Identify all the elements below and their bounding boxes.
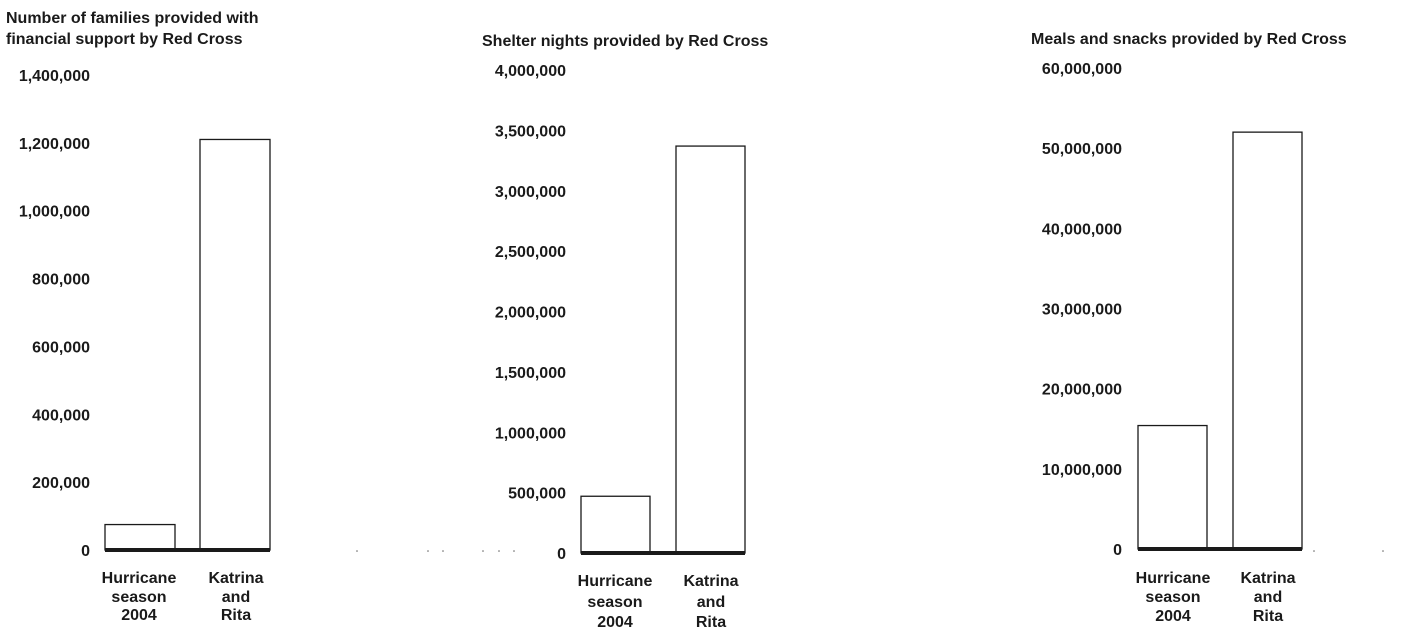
y-tick-label: 4,000,000 — [495, 63, 566, 80]
y-tick-label: 50,000,000 — [1042, 141, 1122, 158]
y-tick-label: 1,000,000 — [495, 425, 566, 442]
x-category-label: 2004 — [597, 614, 633, 631]
x-category-label: Katrina — [208, 570, 263, 587]
x-category-label: Katrina — [1240, 570, 1295, 587]
y-tick-label: 10,000,000 — [1042, 462, 1122, 479]
y-tick-label: 800,000 — [32, 272, 90, 289]
x-category-label: Rita — [221, 607, 251, 624]
y-tick-label: 500,000 — [508, 486, 566, 503]
chart-title-line: Shelter nights provided by Red Cross — [482, 33, 768, 50]
x-category-label: and — [1254, 589, 1282, 606]
y-tick-label: 30,000,000 — [1042, 302, 1122, 319]
x-category-label: and — [222, 589, 250, 606]
x-category-label: 2004 — [121, 607, 157, 624]
y-tick-label: 0 — [557, 546, 566, 563]
bar — [104, 523, 176, 551]
y-tick-label: 0 — [1113, 542, 1122, 559]
y-tick-label: 60,000,000 — [1042, 61, 1122, 78]
y-tick-label: 1,200,000 — [19, 136, 90, 153]
y-tick-label: 2,000,000 — [495, 305, 566, 322]
decorative-dots — [356, 550, 1384, 552]
chart-title-line: Meals and snacks provided by Red Cross — [1031, 31, 1347, 48]
y-tick-label: 1,400,000 — [19, 68, 90, 85]
chart-families-financial-support: Number of families provided with financia… — [6, 10, 271, 624]
y-tick-label: 1,500,000 — [495, 365, 566, 382]
bar — [1232, 131, 1303, 550]
y-tick-label: 0 — [81, 543, 90, 560]
chart-meals-and-snacks: Meals and snacks provided by Red Cross 0 1… — [1031, 31, 1347, 625]
y-tick-label: 3,000,000 — [495, 184, 566, 201]
x-category-label: season — [111, 589, 166, 606]
y-tick-label: 40,000,000 — [1042, 221, 1122, 238]
chart-shelter-nights: Shelter nights provided by Red Cross 0 500… — [482, 33, 768, 631]
y-tick-label: 2,500,000 — [495, 244, 566, 261]
bar — [580, 495, 651, 554]
x-category-label: Hurricane — [578, 573, 653, 590]
y-tick-label: 3,500,000 — [495, 123, 566, 140]
x-category-label: Rita — [696, 614, 726, 631]
x-category-label: season — [587, 594, 642, 611]
y-tick-label: 20,000,000 — [1042, 382, 1122, 399]
y-tick-label: 400,000 — [32, 407, 90, 424]
x-category-label: 2004 — [1155, 608, 1191, 625]
x-category-label: Hurricane — [1136, 570, 1211, 587]
x-category-label: Hurricane — [102, 570, 177, 587]
y-tick-label: 600,000 — [32, 339, 90, 356]
y-tick-label: 200,000 — [32, 475, 90, 492]
bar — [199, 138, 271, 551]
y-tick-label: 1,000,000 — [19, 204, 90, 221]
x-category-label: and — [697, 594, 725, 611]
x-category-label: Rita — [1253, 608, 1283, 625]
chart-title-line: Number of families provided with — [6, 10, 258, 27]
bar — [675, 145, 746, 554]
chart-title-line: financial support by Red Cross — [6, 31, 243, 48]
bar — [1137, 424, 1208, 550]
x-category-label: season — [1145, 589, 1200, 606]
x-category-label: Katrina — [683, 573, 738, 590]
